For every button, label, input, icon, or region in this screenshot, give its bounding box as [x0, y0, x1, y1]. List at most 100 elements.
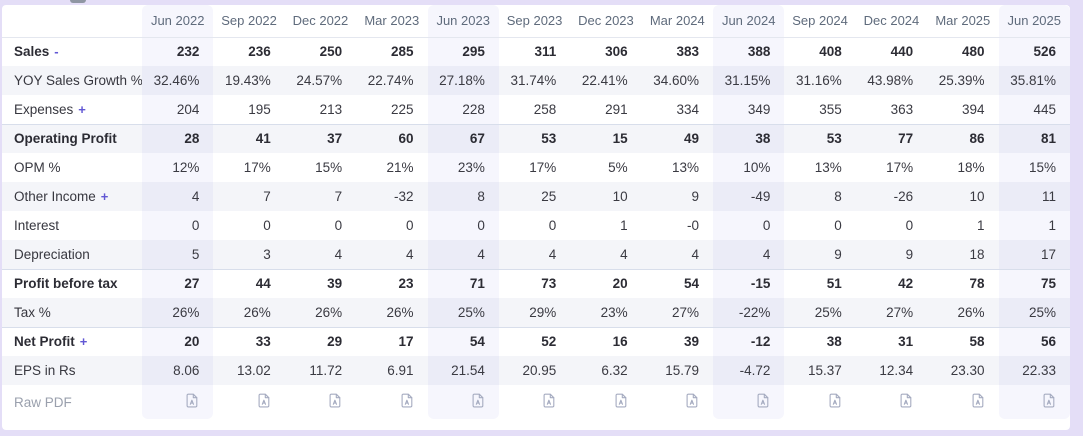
value-cell: 4 — [142, 182, 214, 211]
value-cell: 9 — [905, 246, 914, 262]
raw-pdf-cell — [713, 385, 785, 419]
value-cell: 26% — [386, 304, 414, 320]
raw-pdf-link[interactable] — [328, 393, 342, 408]
row-label: Interest — [14, 218, 60, 233]
value-cell: 27.18% — [427, 66, 499, 95]
raw-pdf-link[interactable] — [471, 393, 485, 408]
raw-pdf-link[interactable] — [899, 393, 913, 408]
row-label-column-header — [2, 5, 142, 38]
raw-pdf-link[interactable] — [971, 393, 985, 408]
row-label-cell: OPM % — [2, 153, 142, 182]
pdf-file-icon — [972, 393, 983, 408]
value-cell: 25 — [541, 189, 557, 204]
expand-row-link[interactable]: + — [100, 189, 109, 204]
value-cell: -0 — [686, 218, 699, 233]
raw-pdf-link[interactable] — [614, 393, 628, 408]
value-cell: 27 — [142, 268, 214, 298]
raw-pdf-link[interactable] — [542, 393, 556, 408]
value-cell: 15% — [315, 160, 343, 175]
value-cell: 44 — [213, 268, 285, 298]
raw-pdf-link[interactable] — [400, 393, 414, 408]
value-cell: 4 — [691, 246, 699, 262]
table-row: Expenses +204 195 213 225 228 258 291 334 349 355 3… — [2, 95, 1070, 124]
value-cell: 39 — [641, 326, 713, 356]
value-cell: 26% — [957, 304, 985, 320]
row-label: Depreciation — [14, 246, 90, 262]
pdf-file-icon — [329, 393, 341, 408]
value-cell: -49 — [713, 182, 785, 211]
value-cell: 56 — [998, 326, 1070, 356]
value-cell: 7 — [334, 189, 343, 204]
value-cell: 25% — [998, 298, 1070, 327]
value-cell: 20.95 — [522, 363, 557, 378]
value-cell: 22.41% — [581, 73, 628, 88]
column-header: Dec 2022 — [284, 5, 357, 38]
value-cell: 29 — [284, 326, 357, 356]
value-cell: -4.72 — [713, 356, 785, 385]
value-cell: 5% — [608, 160, 628, 175]
row-label-cell: Expenses + — [2, 95, 142, 124]
cutoff-ui-fragment — [70, 0, 86, 3]
row-label-cell: Profit before tax — [2, 268, 142, 298]
raw-pdf-link[interactable] — [756, 393, 770, 408]
raw-pdf-link[interactable] — [1042, 393, 1056, 408]
row-label-cell: EPS in Rs — [2, 356, 142, 385]
table-row: Operating Profit 28 41 37 60 67 53 15 49 38 53 77 86… — [2, 123, 1070, 153]
value-cell: 236 — [248, 44, 271, 60]
value-cell: 0 — [405, 218, 414, 233]
value-cell: 0 — [142, 211, 214, 240]
table-row: Other Income +4 7 7 -32 8 25 10 9 -49 8 -26 10 11 — [2, 182, 1070, 211]
row-label: Raw PDF — [14, 394, 72, 410]
value-cell: 0 — [548, 218, 557, 233]
raw-pdf-link[interactable] — [185, 393, 199, 408]
raw-pdf-link[interactable] — [828, 393, 842, 408]
pdf-file-icon — [686, 393, 698, 408]
raw-pdf-cell — [998, 385, 1070, 419]
value-cell: 349 — [713, 95, 785, 124]
value-cell: 29% — [529, 304, 557, 320]
pdf-file-icon — [258, 393, 270, 408]
value-cell: 0 — [905, 218, 914, 233]
raw-pdf-cell — [570, 385, 641, 419]
expand-row-link[interactable]: + — [78, 101, 86, 117]
row-label: OPM % — [14, 160, 61, 175]
quarterly-results-card: Jun 2022 Sep 2022 Dec 2022 Mar 2023 Jun 2023… — [2, 5, 1070, 430]
value-cell: 52 — [498, 326, 571, 356]
value-cell: 71 — [427, 268, 499, 298]
pdf-file-icon — [186, 393, 198, 408]
value-cell: 27% — [671, 304, 699, 320]
value-cell: 51 — [784, 268, 856, 298]
table-row: Net Profit +20 33 29 17 54 52 16 39 -12 38 31 58 56 — [2, 326, 1070, 356]
row-label-cell: Sales - — [2, 37, 142, 66]
value-cell: 204 — [142, 95, 214, 124]
value-cell: 17% — [529, 160, 557, 175]
raw-pdf-link[interactable] — [257, 393, 271, 408]
value-cell: 18% — [957, 160, 985, 175]
value-cell: 213 — [319, 101, 343, 117]
expand-row-link[interactable]: + — [79, 334, 88, 350]
value-cell: 23% — [427, 153, 499, 182]
collapse-row-link[interactable]: - — [54, 44, 59, 60]
row-label: Profit before tax — [14, 276, 118, 292]
value-cell: 25% — [814, 304, 842, 320]
table-row: EPS in Rs 8.06 13.02 11.72 6.91 21.54 20.95 6.3… — [2, 356, 1070, 385]
raw-pdf-cell — [285, 385, 356, 419]
table-header: Jun 2022 Sep 2022 Dec 2022 Mar 2023 Jun 2023… — [2, 5, 1070, 38]
column-header: Dec 2023 — [570, 5, 642, 38]
pdf-file-icon — [543, 393, 555, 408]
value-cell: 15 — [570, 123, 642, 153]
value-cell: 9 — [834, 246, 842, 262]
value-cell: 0 — [713, 211, 785, 240]
column-header: Sep 2023 — [498, 5, 571, 38]
value-cell: 408 — [819, 44, 842, 60]
value-cell: 43.98% — [867, 73, 914, 88]
raw-pdf-cell — [784, 385, 855, 419]
value-cell: 394 — [961, 101, 985, 117]
raw-pdf-cell — [356, 385, 427, 419]
value-cell: 54 — [427, 326, 499, 356]
value-cell: 8.06 — [142, 356, 214, 385]
value-cell: 0 — [334, 218, 343, 233]
value-cell: 388 — [713, 37, 785, 66]
raw-pdf-link[interactable] — [685, 393, 699, 408]
value-cell: 334 — [676, 101, 699, 117]
